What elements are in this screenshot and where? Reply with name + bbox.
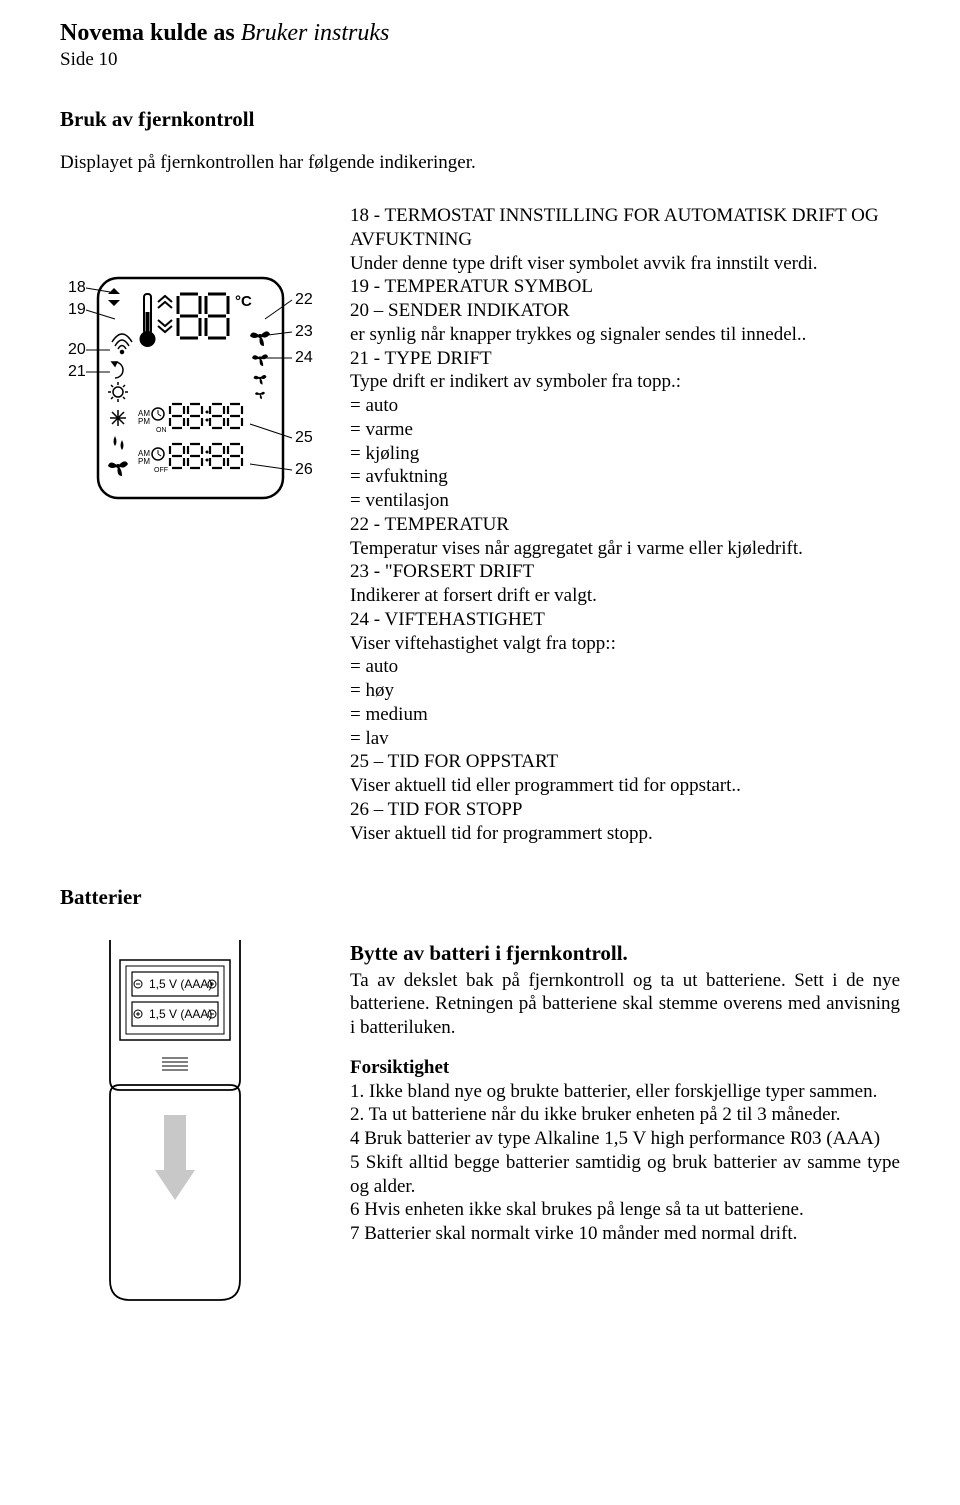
l20-title: 20 – SENDER INDIKATOR [350, 299, 900, 323]
thermometer-icon [140, 294, 156, 347]
battery-section: 1,5 V (AAA) 1,5 V (AAA) Bytte av batteri [60, 940, 900, 1310]
legend-text: 18 - TERMOSTAT INNSTILLING FOR AUTOMATIS… [350, 204, 900, 845]
l24-title: 24 - VIFTEHASTIGHET [350, 608, 900, 632]
svg-text:PM: PM [138, 457, 150, 466]
diagram-and-legend: 18 19 20 21 22 23 24 25 26 [60, 204, 900, 845]
diagram-label-22: 22 [295, 291, 313, 308]
l23-title: 23 - "FORSERT DRIFT [350, 560, 900, 584]
temp-display [178, 294, 228, 338]
off-label: OFF [154, 467, 168, 474]
battery-p1: Ta av dekslet bak på fjernkontroll og ta… [350, 969, 900, 1040]
celsius-label: °C [235, 293, 252, 310]
battery-1-label: 1,5 V (AAA) [149, 977, 212, 991]
pm-label: PM [138, 417, 150, 426]
diagram-label-25: 25 [295, 429, 313, 446]
sun-icon [108, 382, 128, 402]
l26-body: Viser aktuell tid for programmert stopp. [350, 822, 900, 846]
l25-body: Viser aktuell tid eller programmert tid … [350, 774, 900, 798]
fan-large-icon [250, 331, 270, 346]
caution-title: Forsiktighet [350, 1056, 900, 1080]
diagram-label-26: 26 [295, 461, 313, 478]
page-number: Side 10 [60, 49, 900, 71]
l21-title: 21 - TYPE DRIFT [350, 347, 900, 371]
company-name: Novema kulde as [60, 20, 235, 46]
battery-2-label: 1,5 V (AAA) [149, 1007, 212, 1021]
doc-subtitle: Bruker instruks [241, 20, 390, 46]
diagram-label-19: 19 [68, 301, 86, 318]
battery-text: Bytte av batteri i fjernkontroll. Ta av … [350, 940, 900, 1310]
l21-d: = avfuktning [350, 465, 900, 489]
fan-small-icon [254, 375, 267, 384]
l24-a: = auto [350, 655, 900, 679]
on-label: ON [156, 427, 167, 434]
doc-header: Novema kulde as Bruker instruks [60, 20, 900, 47]
diagram-label-24: 24 [295, 349, 313, 366]
time-on-display [170, 404, 242, 428]
section-title: Bruk av fjernkontroll [60, 107, 900, 132]
fan-mode-icon [108, 461, 128, 476]
l24-c: = medium [350, 703, 900, 727]
l21-body: Type drift er indikert av symboler fra t… [350, 370, 900, 394]
battery-n6: 6 Hvis enheten ikke skal brukes på lenge… [350, 1198, 900, 1222]
signal-icon [112, 334, 132, 354]
l19-title: 19 - TEMPERATUR SYMBOL [350, 275, 900, 299]
time-row-on: AM PM ON [138, 404, 242, 434]
fan-speed-icons [250, 331, 270, 399]
l21-b: = varme [350, 418, 900, 442]
l23-body: Indikerer at forsert drift er valgt. [350, 584, 900, 608]
time-off-display [170, 444, 242, 468]
auto-icon [112, 362, 123, 378]
l21-e: = ventilasjon [350, 489, 900, 513]
arrow-down-icon [155, 1115, 195, 1200]
l22-body: Temperatur vises når aggregatet går i va… [350, 537, 900, 561]
section-intro: Displayet på fjernkontrollen har følgend… [60, 152, 900, 174]
updown-arrows-icon [108, 288, 120, 306]
l24-b: = høy [350, 679, 900, 703]
l26-title: 26 – TID FOR STOPP [350, 798, 900, 822]
diagram-label-21: 21 [68, 363, 86, 380]
l21-c: = kjøling [350, 442, 900, 466]
battery-subtitle: Bytte av batteri i fjernkontroll. [350, 940, 900, 966]
l20-body: er synlig når knapper trykkes og signale… [350, 323, 900, 347]
fan-medium-icon [252, 354, 268, 366]
battery-n7: 7 Batterier skal normalt virke 10 månder… [350, 1222, 900, 1246]
batteries-title: Batterier [60, 885, 900, 910]
fan-tiny-icon [255, 392, 265, 399]
battery-n5: 5 Skift alltid begge batterier samtidig … [350, 1151, 900, 1199]
battery-n1: 1. Ikke bland nye og brukte batterier, e… [350, 1080, 900, 1104]
l18-body: Under denne type drift viser symbolet av… [350, 252, 900, 276]
diagram-label-18: 18 [68, 279, 86, 296]
battery-n2: 2. Ta ut batteriene når du ikke bruker e… [350, 1103, 900, 1127]
battery-n4: 4 Bruk batterier av type Alkaline 1,5 V … [350, 1127, 900, 1151]
mode-icons [108, 362, 128, 476]
battery-diagram: 1,5 V (AAA) 1,5 V (AAA) [60, 940, 320, 1310]
droplet-icon [114, 436, 124, 450]
chevrons-icon [158, 296, 172, 332]
l24-body: Viser viftehastighet valgt fra topp:: [350, 632, 900, 656]
l21-a: = auto [350, 394, 900, 418]
l24-d: = lav [350, 727, 900, 751]
l22-title: 22 - TEMPERATUR [350, 513, 900, 537]
time-row-off: AM PM OFF [138, 444, 242, 474]
snowflake-icon [110, 410, 126, 426]
l25-title: 25 – TID FOR OPPSTART [350, 750, 900, 774]
l18-title: 18 - TERMOSTAT INNSTILLING FOR AUTOMATIS… [350, 204, 900, 252]
diagram-label-23: 23 [295, 323, 313, 340]
remote-display-diagram: 18 19 20 21 22 23 24 25 26 [60, 204, 320, 524]
diagram-label-20: 20 [68, 341, 86, 358]
